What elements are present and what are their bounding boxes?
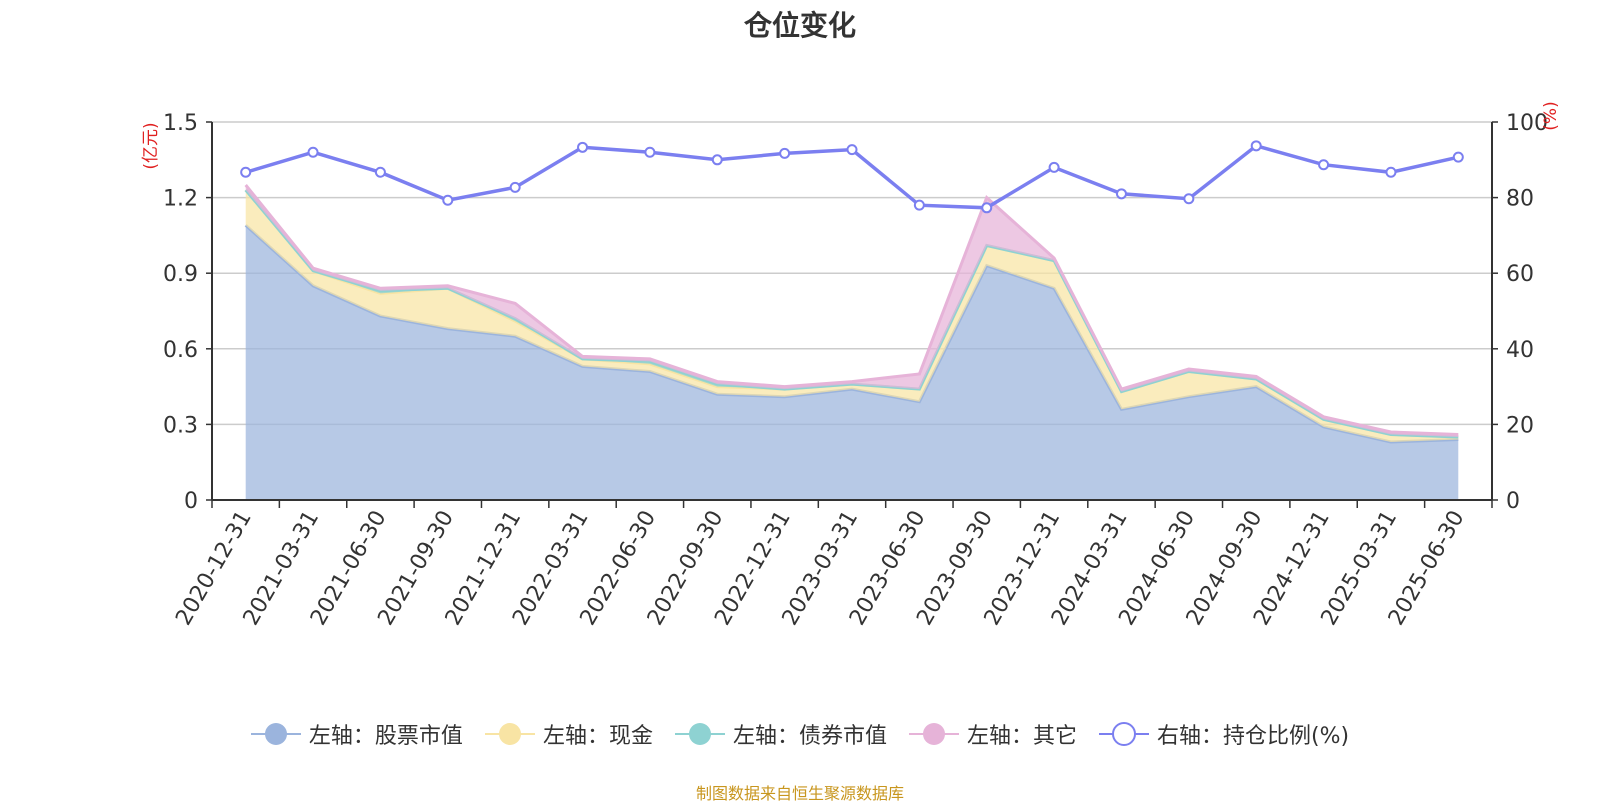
y-left-tick-label: 1.5 (163, 111, 198, 136)
y-right-tick-label: 60 (1506, 262, 1534, 287)
legend-label: 左轴：现金 (542, 724, 653, 749)
legend-label: 右轴：持仓比例(%) (1156, 724, 1350, 749)
ratio-point (307, 146, 319, 158)
y-right-tick-label: 80 (1506, 187, 1534, 212)
legend-label: 左轴：其它 (966, 724, 1077, 749)
ratio-point (1250, 140, 1262, 152)
ratio-point (1183, 193, 1195, 205)
ratio-point (1385, 166, 1397, 178)
area-series-line (244, 184, 1459, 436)
legend-item[interactable]: 左轴：其它 (908, 718, 1077, 750)
legend-label: 左轴：债券市值 (732, 724, 887, 749)
ratio-point (1318, 159, 1330, 171)
legend-swatch (908, 723, 959, 745)
ratio-point (913, 199, 925, 211)
y-left-tick-label: 0.6 (163, 338, 198, 363)
ratio-point (240, 166, 252, 178)
ratio-point (509, 181, 521, 193)
ratio-point (1115, 188, 1127, 200)
ratio-point (981, 202, 993, 214)
ratio-point (644, 146, 656, 158)
y-left-tick-label: 0 (184, 489, 198, 514)
y-left-tick-label: 1.2 (163, 187, 198, 212)
legend-swatch (484, 723, 535, 745)
y-left-tick-label: 0.3 (163, 413, 198, 438)
y-right-tick-label: 100 (1506, 111, 1548, 136)
legend-label: 左轴：股票市值 (308, 724, 463, 749)
source-note: 制图数据来自恒生聚源数据库 (695, 784, 904, 803)
y-right-tick-label: 0 (1506, 489, 1520, 514)
ratio-point (577, 141, 589, 153)
area-series (245, 190, 1459, 442)
y-left-axis-title: (亿元) (141, 122, 161, 169)
area-series (245, 225, 1459, 501)
legend-swatch (250, 723, 301, 745)
legend-item[interactable]: 左轴：现金 (484, 718, 653, 750)
y-right-axis-title: (%) (1541, 101, 1561, 130)
legend-swatch (674, 723, 725, 745)
ratio-line (245, 143, 1459, 210)
ratio-point (1048, 161, 1060, 173)
ratio-point (779, 147, 791, 159)
chart-title: 仓位变化 (743, 9, 856, 42)
y-left-tick-label: 0.9 (163, 262, 198, 287)
legend-item[interactable]: 左轴：债券市值 (674, 718, 887, 750)
legend-item[interactable]: 右轴：持仓比例(%) (1098, 718, 1350, 750)
chart-plot: 00.30.60.91.21.5020406080100(亿元)(%)2020-… (141, 101, 1561, 629)
ratio-point (711, 154, 723, 166)
legend-swatch (1098, 722, 1149, 746)
y-right-tick-label: 20 (1506, 413, 1534, 438)
ratio-point (846, 144, 858, 156)
legend-item[interactable]: 左轴：股票市值 (250, 718, 463, 750)
y-right-tick-label: 40 (1506, 338, 1534, 363)
chart-legend: 左轴：股票市值 左轴：现金 左轴：债券市值 左轴：其它 右轴：持仓比例(%) (0, 718, 1600, 750)
ratio-point (374, 166, 386, 178)
ratio-point (1452, 151, 1464, 163)
ratio-point (442, 194, 454, 206)
